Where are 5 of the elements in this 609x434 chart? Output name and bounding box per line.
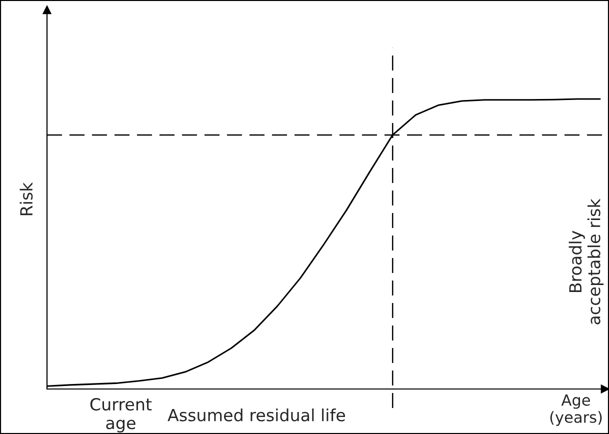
y-axis-title: Risk bbox=[20, 182, 33, 216]
annotation: Broadly acceptable risk bbox=[568, 198, 604, 324]
text: Current age bbox=[90, 398, 152, 432]
x-axis-title: Age (years) bbox=[550, 394, 602, 426]
text: Assumed residual life bbox=[168, 408, 345, 422]
